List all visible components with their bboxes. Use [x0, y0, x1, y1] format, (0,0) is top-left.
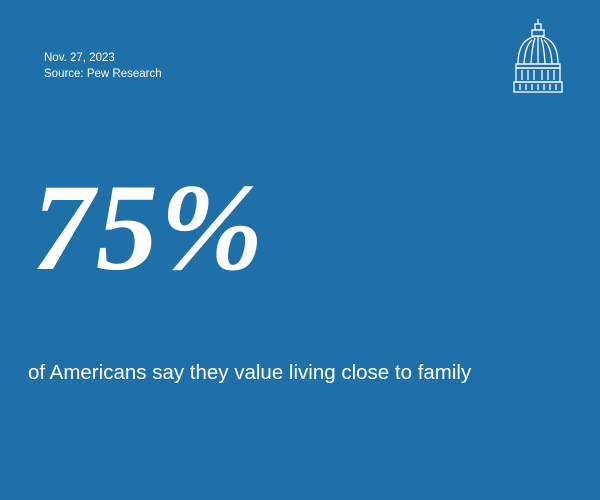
source: Source: Pew Research — [44, 68, 162, 80]
stat-caption: of Americans say they value living close… — [28, 361, 472, 384]
date: Nov. 27, 2023 — [44, 52, 115, 64]
logo — [513, 19, 563, 93]
stat-figure: 75% — [32, 159, 266, 296]
